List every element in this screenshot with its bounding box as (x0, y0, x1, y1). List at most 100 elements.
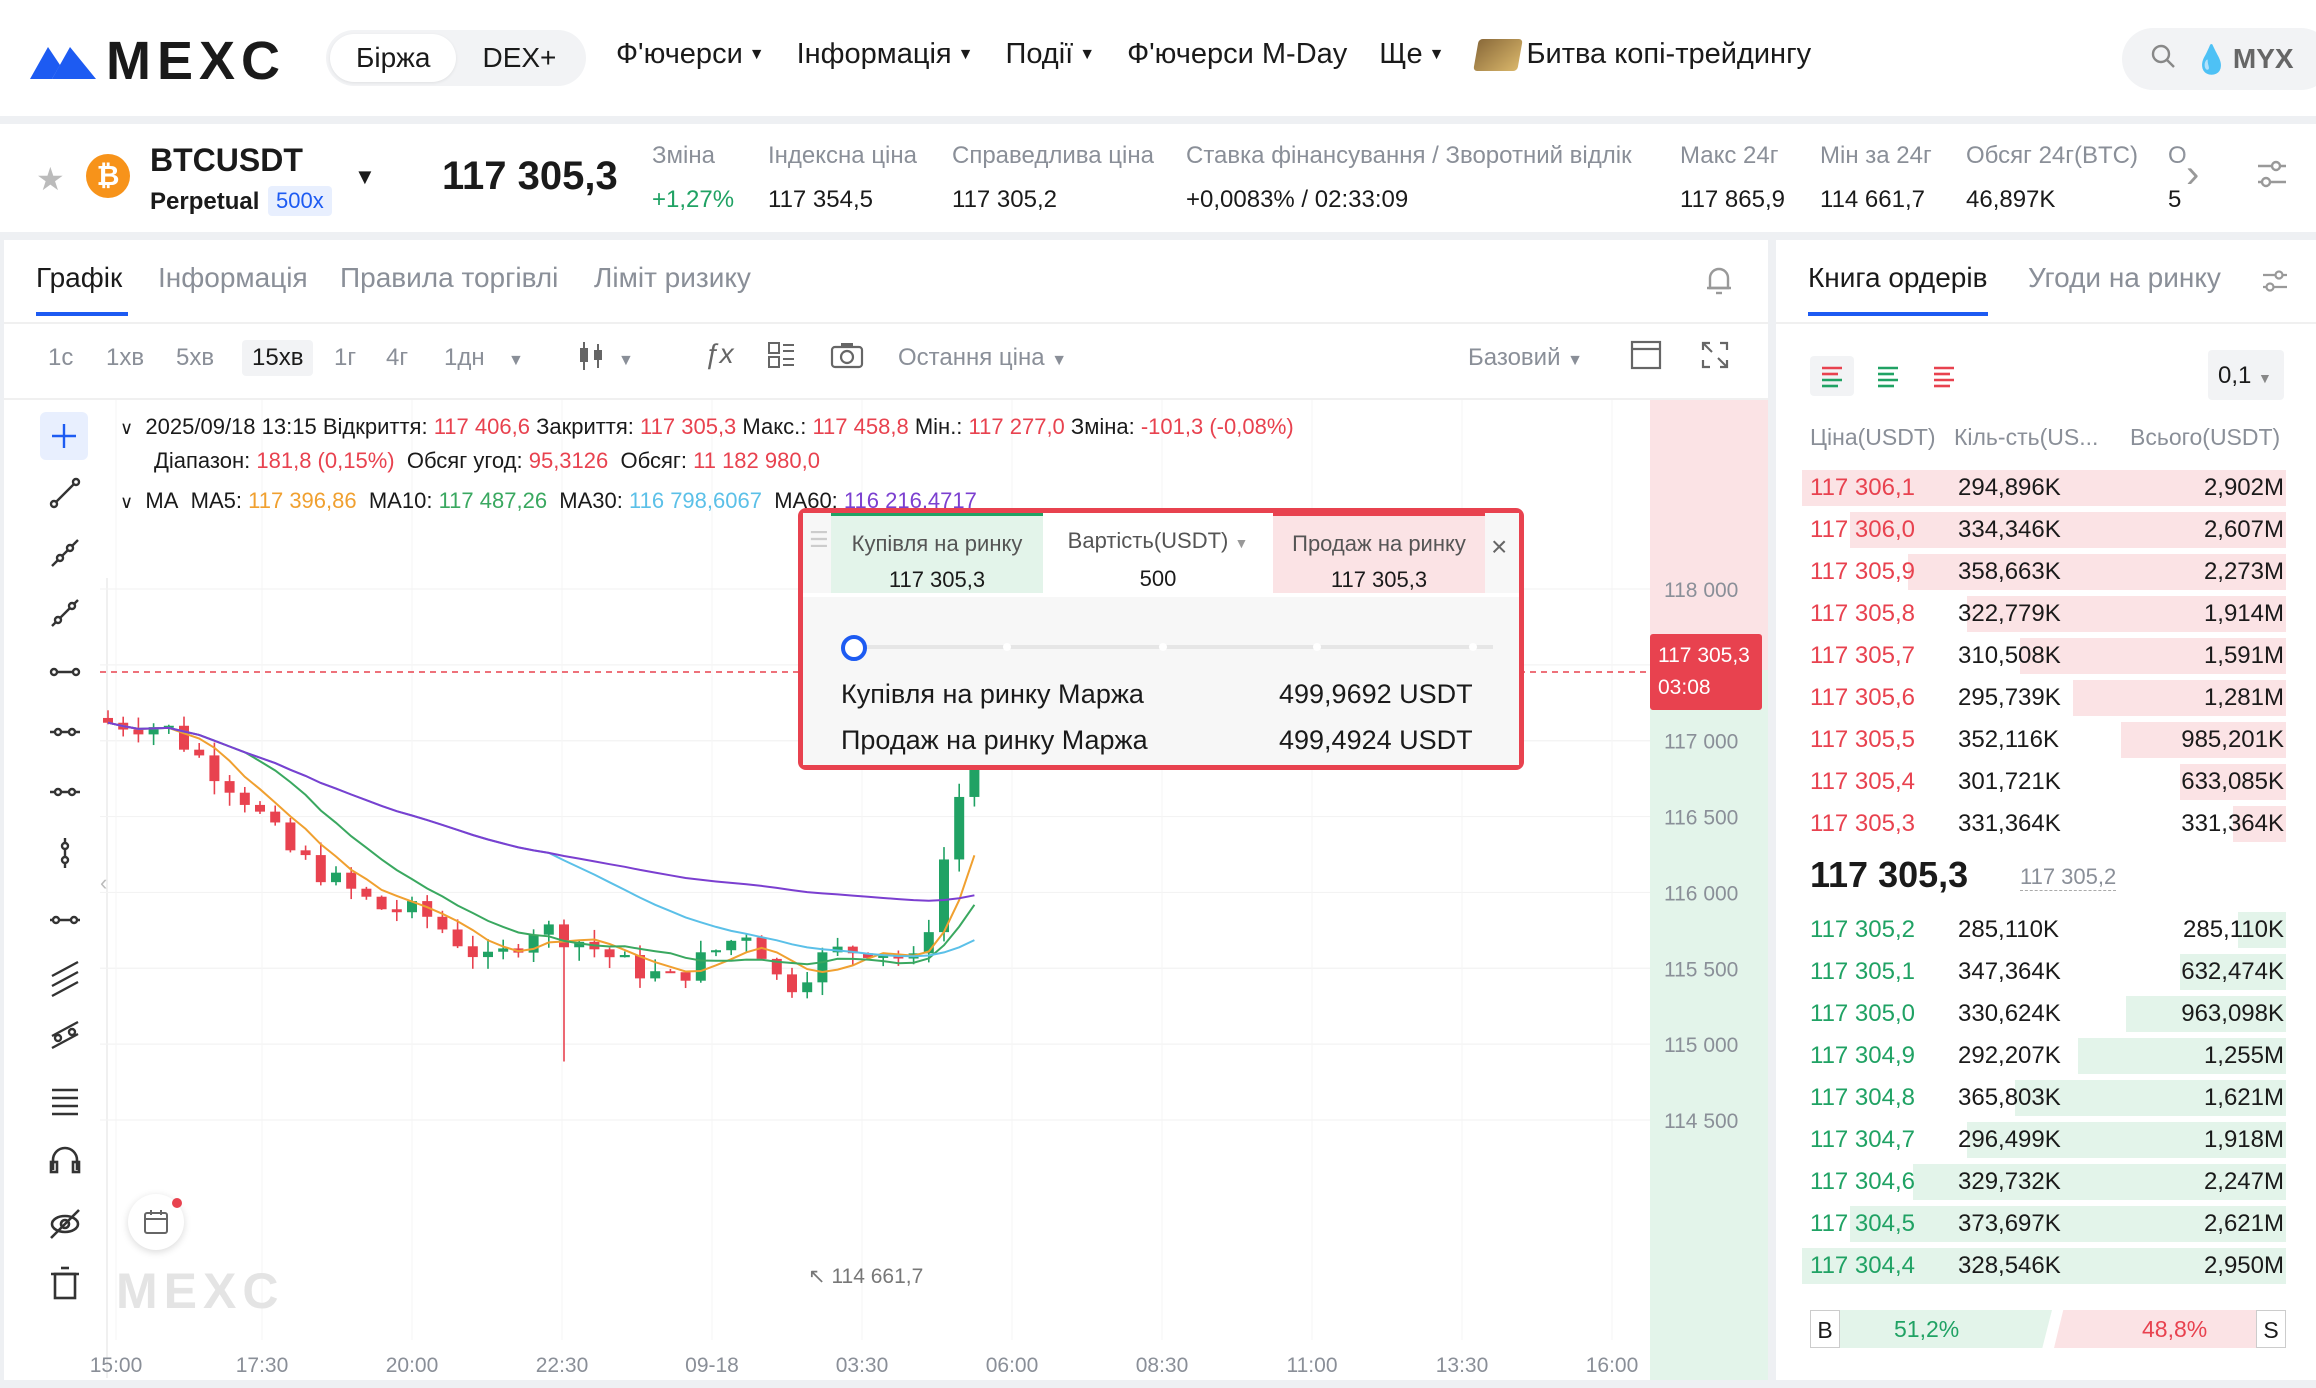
ohlc-close: 117 305,3 (640, 414, 737, 439)
stat-label-fair: Справедлива ціна (952, 142, 1154, 169)
chevron-right-icon[interactable]: › (2186, 152, 2200, 196)
calendar-icon (144, 1210, 168, 1234)
tab-risk-limit[interactable]: Ліміт ризику (594, 262, 751, 293)
order-book-row[interactable]: 117 305,4 301,721K 633,085K (1802, 762, 2286, 802)
menu-futures[interactable]: Ф'ючерси ▼ (616, 38, 765, 71)
order-book-row[interactable]: 117 304,4 328,546K 2,950M (1802, 1246, 2286, 1286)
candle-body (239, 792, 250, 805)
drag-handle-icon[interactable]: ☰ (809, 527, 829, 552)
candle-body (939, 859, 949, 933)
interval-1d[interactable]: 1дн (444, 344, 485, 371)
layout-grid-icon[interactable] (766, 340, 796, 377)
market-buy-button[interactable]: Купівля на ринку 117 305,3 (831, 513, 1043, 593)
close-icon[interactable]: × (1491, 531, 1508, 562)
calendar-button[interactable] (128, 1194, 184, 1250)
order-book-row[interactable]: 117 304,6 329,732K 2,247M (1802, 1162, 2286, 1202)
x-tick-label: 15:00 (90, 1354, 143, 1377)
menu-copy-battle[interactable]: Битва копі-трейдингу (1473, 38, 1811, 71)
depth-bar (2126, 996, 2286, 1032)
row-price: 117 304,9 (1810, 1042, 1915, 1069)
order-book-row[interactable]: 117 306,0 334,346K 2,607M (1802, 510, 2286, 550)
order-book-row[interactable]: 117 305,5 352,116K 985,201K (1802, 720, 2286, 760)
buy-ratio-label: B (1810, 1310, 1840, 1348)
order-book-panel: Книга ордерів Угоди на ринку 0,1 ▼ Ціна(… (1776, 240, 2316, 1380)
window-icon[interactable] (1630, 340, 1662, 377)
candle-body (863, 953, 873, 958)
chevron-down-icon[interactable]: ∨ (120, 418, 134, 438)
tab-dex[interactable]: DEX+ (482, 42, 557, 73)
order-book-row[interactable]: 117 305,9 358,663K 2,273M (1802, 552, 2286, 592)
tool-icons-bottom[interactable] (48, 1140, 82, 1320)
row-price: 117 304,5 (1810, 1210, 1915, 1237)
tab-market-trades[interactable]: Угоди на ринку (2028, 262, 2221, 293)
interval-4h[interactable]: 4г (386, 344, 409, 371)
tab-info[interactable]: Інформація (158, 262, 308, 293)
amount-slider[interactable] (853, 645, 1493, 649)
order-book-row[interactable]: 117 305,1 347,364K 632,474K (1802, 952, 2286, 992)
interval-dropdown-icon[interactable]: ▼ (508, 352, 524, 369)
chevron-down-icon[interactable]: ▼ (618, 352, 634, 369)
chevron-down-icon[interactable]: ∨ (120, 492, 134, 512)
value-input[interactable]: Вартість(USDT) ▼ 500 (1043, 513, 1273, 593)
interval-1s[interactable]: 1с (48, 344, 74, 371)
candle-body (878, 955, 889, 958)
menu-more[interactable]: Ще ▼ (1379, 38, 1444, 71)
symbol-dropdown-icon[interactable]: ▼ (354, 164, 376, 189)
market-sell-button[interactable]: Продаж на ринку 117 305,3 (1273, 513, 1485, 593)
row-total: 632,474K (2181, 958, 2284, 985)
fullscreen-icon[interactable] (1700, 340, 1730, 377)
crosshair-tool[interactable] (40, 412, 88, 460)
menu-mday[interactable]: Ф'ючерси M-Day (1127, 38, 1347, 71)
order-book-row[interactable]: 117 305,7 310,508K 1,591M (1802, 636, 2286, 676)
camera-icon[interactable] (830, 340, 864, 377)
price-type-select[interactable]: Остання ціна ▼ (898, 344, 1067, 372)
order-book-row[interactable]: 117 304,8 365,803K 1,621M (1802, 1078, 2286, 1118)
candle-type-icon[interactable] (576, 340, 606, 379)
view-both-button[interactable] (1810, 356, 1854, 396)
star-icon[interactable]: ★ (36, 161, 65, 197)
chart-mode-select[interactable]: Базовий ▼ (1468, 344, 1583, 372)
order-book-row[interactable]: 117 305,0 330,624K 963,098K (1802, 994, 2286, 1034)
slider-tick (1313, 643, 1321, 651)
candle-body (133, 729, 144, 735)
interval-1h[interactable]: 1г (334, 344, 357, 371)
chevron-down-icon[interactable]: ▼ (1234, 535, 1249, 551)
tab-exchange[interactable]: Біржа (330, 34, 457, 82)
view-asks-icon[interactable] (1922, 356, 1966, 396)
bell-icon[interactable] (1704, 264, 1734, 301)
tab-trading-rules[interactable]: Правила торгівлі (340, 262, 559, 293)
order-book-row[interactable]: 117 304,9 292,207K 1,255M (1802, 1036, 2286, 1076)
row-price: 117 304,7 (1810, 1126, 1915, 1153)
settings-sliders-icon[interactable] (2260, 266, 2290, 301)
collapse-arrow-icon[interactable]: ‹ (100, 870, 108, 895)
settings-sliders-icon[interactable] (2254, 156, 2290, 197)
y-tick-label: 115 500 (1664, 958, 1738, 981)
buy-ratio-value: 51,2% (1894, 1316, 1960, 1342)
order-book-row[interactable]: 117 304,7 296,499K 1,918M (1802, 1120, 2286, 1160)
candle-body (270, 811, 281, 823)
slider-handle[interactable] (841, 635, 867, 661)
value-amount[interactable]: 500 (1139, 566, 1177, 591)
row-total: 331,364K (2181, 810, 2284, 837)
menu-events[interactable]: Події ▼ (1005, 38, 1095, 71)
order-book-row[interactable]: 117 305,3 331,364K 331,364K (1802, 804, 2286, 844)
order-book-row[interactable]: 117 305,8 322,779K 1,914M (1802, 594, 2286, 634)
symbol-name[interactable]: BTCUSDT (150, 142, 303, 178)
view-bids-icon[interactable] (1866, 356, 1910, 396)
interval-5m[interactable]: 5хв (176, 344, 215, 371)
order-book-row[interactable]: 117 305,2 285,110K 285,110K (1802, 910, 2286, 950)
drawing-tools-icons[interactable] (48, 476, 82, 1176)
interval-1m[interactable]: 1хв (106, 344, 145, 371)
order-book-row[interactable]: 117 305,6 295,739K 1,281M (1802, 678, 2286, 718)
indicators-fx-icon[interactable]: ƒx (704, 338, 734, 369)
order-book-row[interactable]: 117 306,1 294,896K 2,902M (1802, 468, 2286, 508)
order-book-row[interactable]: 117 304,5 373,697K 2,621M (1802, 1204, 2286, 1244)
menu-info[interactable]: Інформація ▼ (797, 38, 974, 71)
mexc-logo[interactable]: MEXC (30, 30, 286, 92)
interval-15m[interactable]: 15хв (242, 340, 314, 376)
tab-chart[interactable]: Графік (36, 262, 123, 293)
tab-order-book[interactable]: Книга ордерів (1808, 262, 1988, 293)
search-input[interactable]: 💧 MYX (2122, 28, 2316, 90)
precision-select[interactable]: 0,1 ▼ (2208, 350, 2284, 400)
